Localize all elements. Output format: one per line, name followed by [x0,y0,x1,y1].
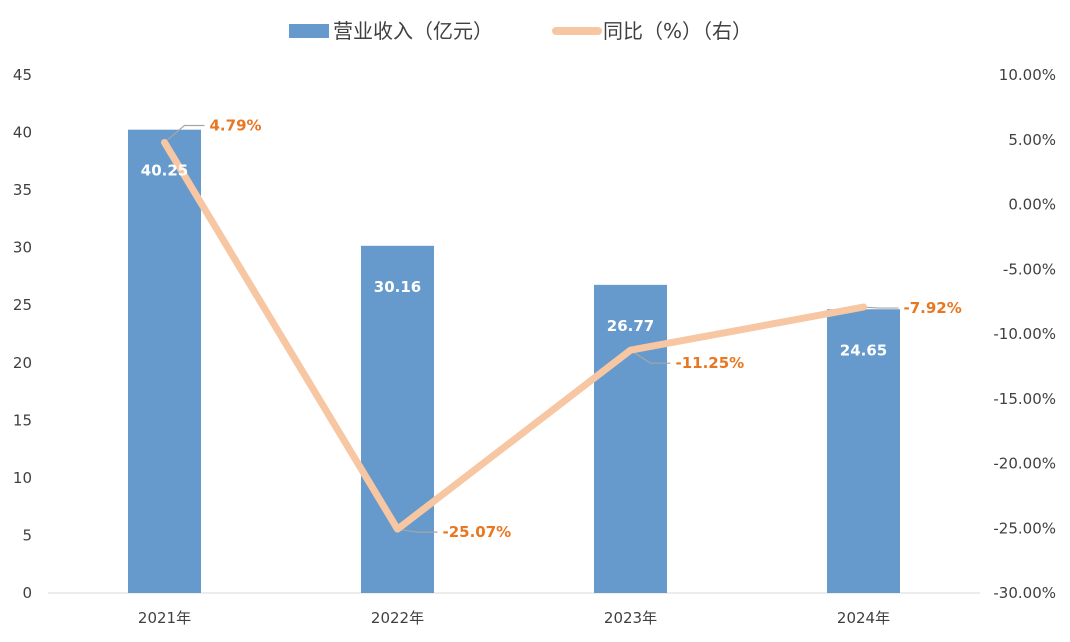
y-right-tick-label: -10.00% [993,325,1056,343]
y-right-tick-label: -5.00% [1003,260,1056,278]
y-left-tick-label: 15 [13,411,32,429]
bar-data-label: 40.25 [141,162,188,180]
legend: 营业收入（亿元） 同比（%）（右） [289,19,752,43]
yoy-line [161,138,867,533]
bar-data-label: 30.16 [374,278,421,296]
leader-lines [164,124,899,533]
yoy-data-label: 4.79% [210,116,262,134]
revenue-bar [827,309,900,593]
y-left-tick-label: 40 [13,124,32,142]
legend-label-bar: 营业收入（亿元） [333,19,493,43]
yoy-series-line [161,138,867,533]
bar-data-label: 24.65 [840,341,887,359]
yoy-data-label: -11.25% [676,354,745,372]
y-left-tick-label: 45 [13,66,32,84]
yoy-point [162,139,167,145]
x-tick-label: 2024年 [837,609,890,627]
y-left-tick-label: 35 [13,181,32,199]
y-right-tick-label: -30.00% [993,584,1056,602]
bar-data-label: 26.77 [607,317,654,335]
yoy-data-label: -7.92% [904,299,962,317]
yoy-data-label: -25.07% [443,523,512,541]
x-tick-label: 2022年 [371,609,424,627]
x-tick-label: 2021年 [138,609,191,627]
yoy-point [861,304,866,310]
legend-label-line: 同比（%）（右） [603,19,752,43]
revenue-bar [128,129,201,593]
y-left-tick-label: 0 [22,584,32,602]
y-left-tick-label: 30 [13,239,32,257]
bars [128,129,900,593]
axes: 0 5 10 15 20 25 30 35 40 45 -30.00% -25.00% -20.00% -… [13,66,1056,627]
y-right-tick-label: -15.00% [993,390,1056,408]
revenue-bar [594,284,667,593]
y-right-tick-label: 5.00% [1008,131,1056,149]
y-right-tick-label: -25.00% [993,519,1056,537]
leader-line [397,528,438,533]
y-left-tick-label: 5 [22,526,32,544]
yoy-point [395,526,400,532]
y-right-tick-label: 0.00% [1008,196,1056,214]
x-tick-label: 2023年 [604,609,657,627]
yoy-point [628,347,633,353]
y-left-tick-label: 10 [13,469,32,487]
y-right-tick-label: -20.00% [993,455,1056,473]
leader-line [164,124,205,143]
y-right-tick-label: 10.00% [999,66,1056,84]
revenue-bar [361,245,434,593]
y-left-tick-label: 25 [13,296,32,314]
legend-swatch-bar [289,24,329,38]
leader-line [863,306,899,309]
data-labels: 40.25 30.16 26.77 24.65 4.79% -25.07% -11.25% -… [141,116,962,541]
y-left-tick-label: 20 [13,354,32,372]
leader-line [630,349,671,364]
